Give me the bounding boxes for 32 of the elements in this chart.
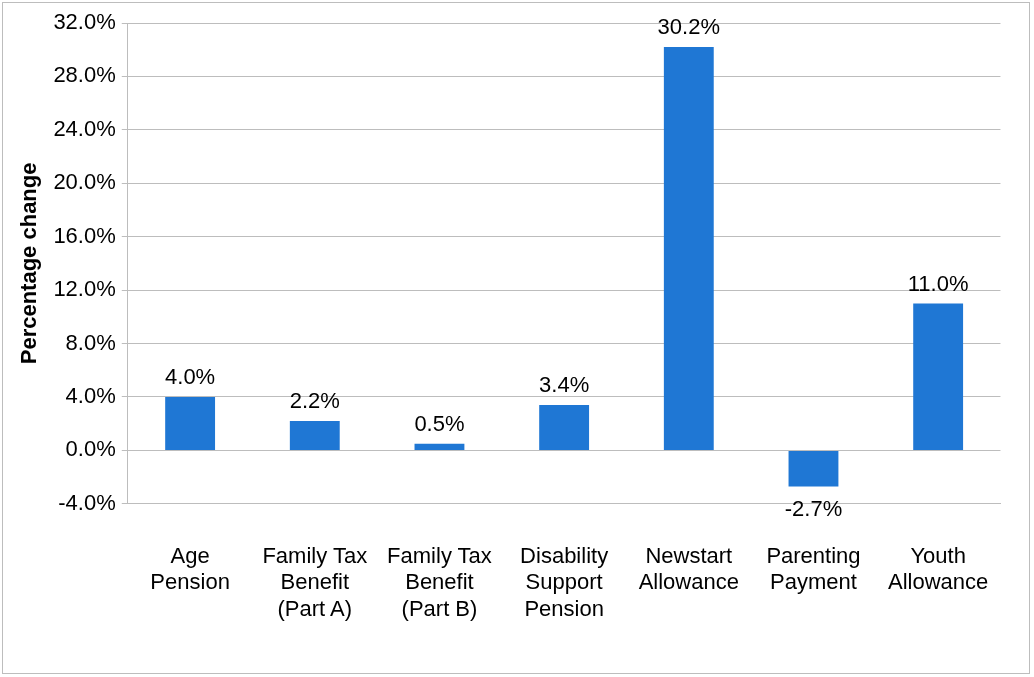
y-tick-label: -4.0%: [58, 489, 116, 515]
bar: [414, 443, 465, 450]
data-label: 30.2%: [657, 14, 720, 40]
x-tick-label: Age Pension: [150, 543, 230, 595]
y-tick-label: 28.0%: [53, 62, 116, 88]
data-label: 4.0%: [165, 364, 216, 390]
y-tick-label: 12.0%: [53, 276, 116, 302]
bar: [663, 47, 714, 450]
bar: [289, 421, 340, 450]
x-tick-label: Family Tax Benefit (Part B): [387, 543, 492, 621]
y-tick-label: 32.0%: [53, 9, 116, 35]
y-tick-label: 0.0%: [65, 436, 116, 462]
y-tick-label: 20.0%: [53, 169, 116, 195]
bar: [539, 404, 590, 450]
bar: [788, 450, 839, 487]
x-tick-label: Newstart Allowance: [638, 543, 739, 595]
y-tick-label: 16.0%: [53, 222, 116, 248]
x-tick-label: Parenting Payment: [766, 543, 861, 595]
x-tick-label: Family Tax Benefit (Part A): [262, 543, 368, 621]
data-label: 11.0%: [907, 270, 969, 296]
bar: [913, 303, 964, 450]
data-label: 3.4%: [539, 372, 590, 398]
y-tick-label: 8.0%: [65, 329, 116, 355]
data-label: -2.7%: [784, 495, 843, 521]
y-tick-label: 4.0%: [65, 383, 116, 409]
bar: [165, 396, 216, 450]
data-label: 2.2%: [289, 388, 340, 414]
data-label: 0.5%: [414, 410, 465, 436]
x-tick-label: Disability Support Pension: [520, 543, 609, 621]
y-tick-label: 24.0%: [53, 115, 116, 141]
y-axis-title: Percentage change: [16, 162, 42, 365]
x-tick-label: Youth Allowance: [888, 543, 989, 595]
